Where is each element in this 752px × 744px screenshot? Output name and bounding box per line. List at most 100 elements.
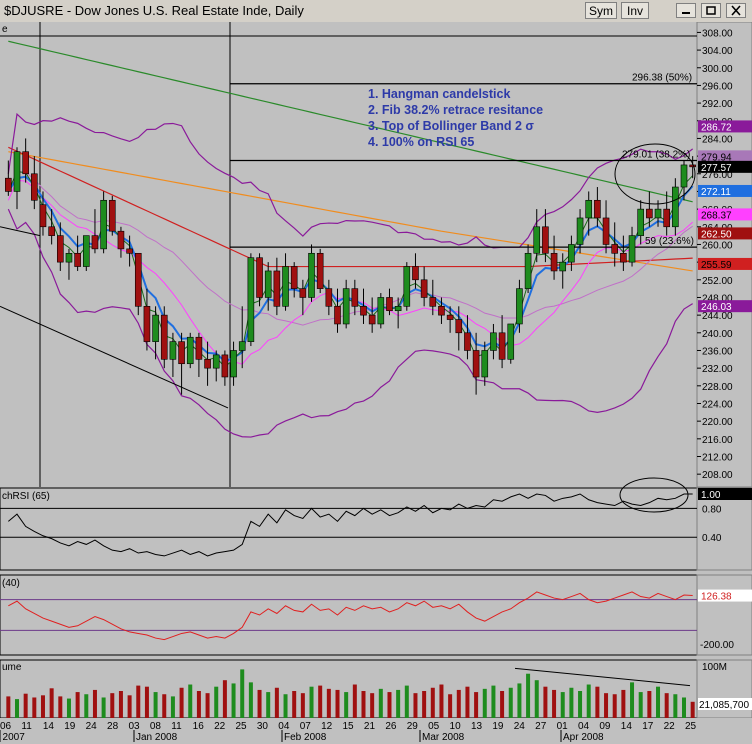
volume-bar bbox=[127, 695, 132, 718]
price-panel: 308.00304.00300.00296.00292.00288.00284.… bbox=[0, 22, 752, 488]
candle-body bbox=[628, 235, 636, 263]
candle-body bbox=[299, 288, 307, 298]
y-tick-label: 212.00 bbox=[702, 452, 733, 463]
volume-bar bbox=[110, 693, 115, 718]
rsi-last-bg bbox=[698, 488, 752, 500]
candle-body bbox=[186, 336, 194, 365]
candle-body bbox=[490, 332, 497, 351]
y-tick-label: 304.00 bbox=[702, 46, 733, 57]
y-tick-label: 292.00 bbox=[702, 99, 733, 110]
price-tag-bg bbox=[698, 208, 752, 221]
x-month-label: Apr 2008 bbox=[563, 732, 604, 743]
volume-last-bg bbox=[698, 698, 752, 710]
price-tag-label: 277.57 bbox=[701, 163, 732, 174]
volume-top-label: 100M bbox=[702, 662, 727, 673]
date-axis: 06 11 14 19 24 28 03 08 11 16 22 25 30 04 07 12 15 21 26 29… bbox=[0, 718, 752, 744]
volume-bar bbox=[292, 691, 297, 718]
candle-body bbox=[438, 306, 445, 316]
x-month-label: Dec 2007 bbox=[0, 732, 25, 743]
x-day-label: 14 bbox=[43, 721, 55, 732]
x-day-label: 26 bbox=[385, 721, 397, 732]
volume-bar bbox=[552, 689, 557, 718]
x-day-label: 25 bbox=[685, 721, 697, 732]
volume-bar bbox=[534, 680, 539, 718]
volume-bar bbox=[153, 692, 158, 718]
x-day-label: 07 bbox=[300, 721, 312, 732]
y-tick-label: 220.00 bbox=[702, 417, 733, 428]
volume-bar bbox=[179, 687, 184, 718]
cci-last-bg bbox=[698, 589, 752, 602]
volume-bar bbox=[136, 685, 141, 718]
x-day-label: 17 bbox=[642, 721, 654, 732]
candle-body bbox=[100, 199, 107, 250]
volume-bar bbox=[404, 685, 409, 718]
annotation-text: 4. 100% on RSI 65 bbox=[368, 135, 474, 149]
price-tag-label: 286.72 bbox=[701, 122, 732, 133]
y-tick-label: 296.00 bbox=[702, 81, 733, 92]
candle-body bbox=[152, 314, 159, 342]
price-tag-bg bbox=[698, 300, 752, 313]
close-icon[interactable] bbox=[726, 3, 746, 18]
volume-bar bbox=[23, 693, 28, 718]
price-tag-bg bbox=[698, 120, 752, 133]
x-day-label: 03 bbox=[128, 721, 140, 732]
candle-body bbox=[680, 164, 688, 188]
candle-body bbox=[542, 226, 549, 254]
candle-body bbox=[663, 208, 670, 228]
sym-button[interactable]: Sym bbox=[585, 2, 617, 19]
minimize-icon[interactable] bbox=[676, 3, 696, 18]
y-tick-label: 208.00 bbox=[702, 470, 733, 481]
candle-body bbox=[325, 288, 333, 307]
candle-body bbox=[524, 252, 532, 289]
volume-bar bbox=[170, 696, 175, 718]
candle-body bbox=[646, 208, 653, 219]
volume-bar bbox=[188, 684, 193, 718]
x-day-label: 01 bbox=[557, 721, 569, 732]
x-day-label: 21 bbox=[364, 721, 376, 732]
price-plot-bg bbox=[0, 22, 697, 487]
volume-bar bbox=[656, 686, 661, 718]
volume-bar bbox=[378, 688, 383, 718]
volume-bar bbox=[283, 694, 288, 718]
candle-body bbox=[195, 336, 203, 360]
price-axis-bg bbox=[696, 22, 752, 488]
volume-bar bbox=[396, 689, 401, 718]
volume-trend-line bbox=[514, 667, 691, 687]
volume-bar bbox=[49, 688, 54, 718]
volume-bar bbox=[40, 695, 45, 718]
window-title: $DJUSRE - Dow Jones U.S. Real Estate Ind… bbox=[4, 3, 304, 18]
trend-line-2 bbox=[0, 226, 41, 237]
y-tick-label: 308.00 bbox=[702, 28, 733, 39]
inv-button[interactable]: Inv bbox=[621, 2, 649, 19]
x-day-label: 24 bbox=[514, 721, 526, 732]
candle-body bbox=[360, 306, 367, 316]
x-day-label: 15 bbox=[343, 721, 355, 732]
rsi-highlight-ellipse bbox=[619, 477, 689, 513]
y-tick-label: 240.00 bbox=[702, 329, 733, 340]
cci-tick-label: -200.00 bbox=[700, 640, 734, 651]
volume-bar bbox=[6, 696, 11, 718]
candle-body bbox=[403, 266, 411, 307]
candle-body bbox=[230, 350, 237, 378]
x-day-label: 11 bbox=[21, 721, 32, 732]
candle-body bbox=[386, 297, 393, 312]
restore-icon[interactable] bbox=[701, 3, 721, 18]
candle-body bbox=[169, 341, 177, 360]
volume-bar bbox=[526, 673, 531, 718]
candle-body bbox=[57, 235, 64, 263]
candle-body bbox=[498, 332, 506, 360]
volume-bar bbox=[630, 682, 635, 718]
ma-orange-line bbox=[8, 151, 693, 272]
volume-bar bbox=[578, 691, 583, 718]
y-tick-label: 252.00 bbox=[702, 276, 733, 287]
y-tick-label: 244.00 bbox=[702, 311, 733, 322]
volume-bar bbox=[118, 691, 123, 718]
price-tag-bg bbox=[698, 257, 752, 270]
x-day-label: 10 bbox=[450, 721, 462, 732]
candle-body bbox=[585, 199, 593, 219]
volume-bar bbox=[439, 684, 444, 718]
candle-body bbox=[273, 270, 281, 307]
volume-bar bbox=[612, 694, 617, 718]
volume-bar bbox=[32, 697, 37, 718]
